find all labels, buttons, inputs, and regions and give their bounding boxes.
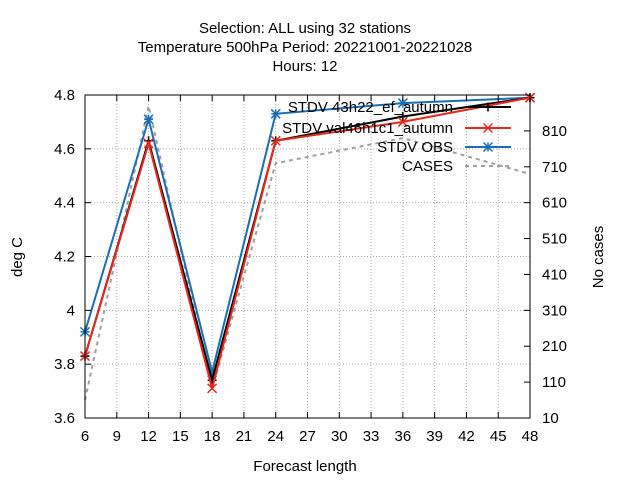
y-tick-label: 4.4 xyxy=(54,195,75,212)
x-tick-label: 9 xyxy=(113,428,121,445)
data-point xyxy=(143,114,154,125)
data-point xyxy=(143,138,154,149)
legend-marker xyxy=(482,122,494,134)
y-tick-label: 3.6 xyxy=(54,410,75,427)
legend-label: CASES xyxy=(402,158,453,175)
x-tick-label: 27 xyxy=(299,428,316,445)
y2-tick-label: 10 xyxy=(542,410,559,427)
y2-tick-label: 210 xyxy=(542,338,567,355)
legend-label: STDV val46h1c1_autumn xyxy=(282,120,453,137)
x-tick-label: 21 xyxy=(236,428,253,445)
data-point xyxy=(270,135,281,146)
x-tick-label: 24 xyxy=(267,428,284,445)
y2-tick-label: 310 xyxy=(542,302,567,319)
legend-label: STDV OBS xyxy=(377,139,453,156)
y-tick-label: 4.2 xyxy=(54,249,75,266)
y2-tick-label: 510 xyxy=(542,231,567,248)
data-point xyxy=(270,108,281,119)
x-tick-label: 30 xyxy=(331,428,348,445)
y-tick-label: 4.6 xyxy=(54,141,75,158)
series-line xyxy=(84,96,531,373)
y2-tick-label: 610 xyxy=(542,195,567,212)
x-tick-label: 33 xyxy=(363,428,380,445)
x-tick-label: 6 xyxy=(81,428,89,445)
x-tick-label: 42 xyxy=(458,428,475,445)
grid-lines xyxy=(85,95,530,418)
data-point xyxy=(207,383,218,394)
legend: STDV 43h22_ef_autumn STDV val46h1c1_autum… xyxy=(282,99,511,175)
y-tick-label: 3.8 xyxy=(54,356,75,373)
series-layer xyxy=(79,92,536,401)
y2-tick-label: 410 xyxy=(542,266,567,283)
chart-title-line-2: Temperature 500hPa Period: 20221001-2022… xyxy=(138,39,472,56)
y2-tick-label: 110 xyxy=(542,374,566,391)
x-tick-label: 12 xyxy=(140,428,157,445)
y-tick-label: 4 xyxy=(67,302,75,319)
x-tick-label: 18 xyxy=(204,428,221,445)
axis-ticks: 6 9 12 15 18 21 24 27 30 33 36 39 42 45 48 3.6 3.8 4 4.2 4.… xyxy=(54,87,567,445)
x-tick-label: 36 xyxy=(395,428,412,445)
y-axis-label: deg C xyxy=(9,237,26,277)
x-tick-label: 45 xyxy=(490,428,507,445)
y2-tick-label: 710 xyxy=(542,159,567,176)
y2-axis-label: No cases xyxy=(590,226,607,289)
series-1 xyxy=(79,92,536,394)
chart-title: Selection: ALL using 32 stations Tempera… xyxy=(138,20,472,75)
chart-title-line-1: Selection: ALL using 32 stations xyxy=(199,20,411,37)
x-axis-label: Forecast length xyxy=(253,458,356,475)
chart-title-line-3: Hours: 12 xyxy=(272,58,337,75)
x-tick-label: 39 xyxy=(426,428,443,445)
data-point xyxy=(397,98,408,109)
legend-marker xyxy=(482,141,494,153)
data-point xyxy=(397,116,408,127)
x-tick-label: 48 xyxy=(522,428,539,445)
y-tick-label: 4.8 xyxy=(54,87,75,104)
legend-label: STDV 43h22_ef_autumn xyxy=(288,99,453,116)
x-tick-label: 15 xyxy=(172,428,189,445)
series-line xyxy=(84,96,531,389)
y2-tick-label: 810 xyxy=(542,123,567,140)
